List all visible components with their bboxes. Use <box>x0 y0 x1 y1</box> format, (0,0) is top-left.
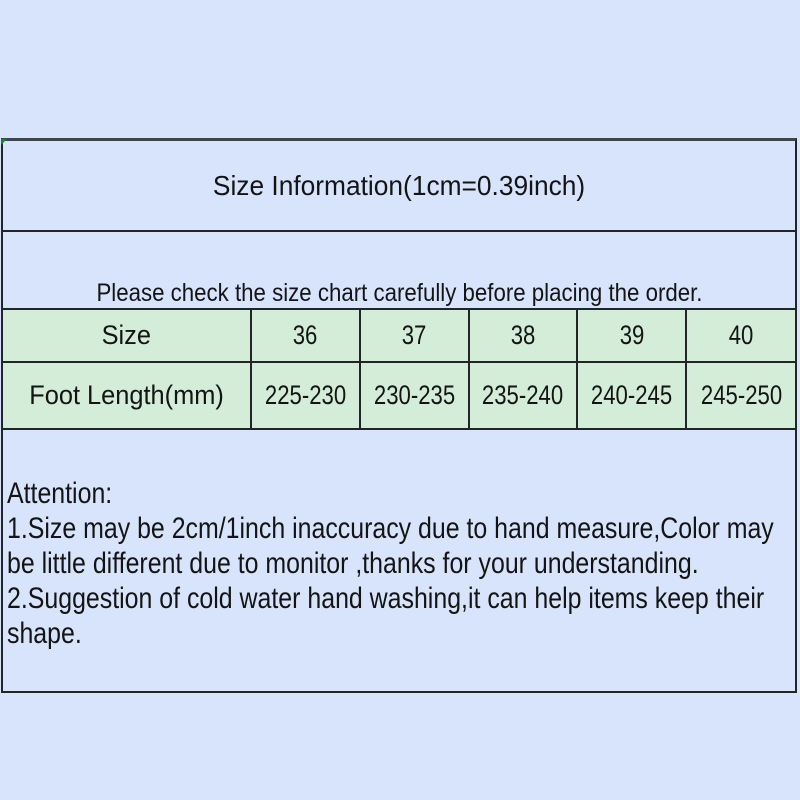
foot-length-label: Foot Length(mm) <box>29 380 224 410</box>
size-value-cell: 39 <box>576 309 687 362</box>
size-table: Size 36 37 38 39 40 Foot Length(mm) 225-230 2… <box>3 308 795 428</box>
size-value-cell-text: 40 <box>728 320 754 350</box>
size-value-cell-text: 38 <box>510 320 536 350</box>
foot-length-value-cell: 230-235 <box>358 361 469 428</box>
foot-length-value-cell: 235-240 <box>467 361 578 428</box>
size-value-cell: 40 <box>685 309 795 362</box>
attention-line: 2.Suggestion of cold water hand washing,… <box>7 581 787 616</box>
size-info-panel: Size Information(1cm=0.39inch) Please ch… <box>1 138 797 693</box>
foot-length-label-cell: Foot Length(mm) <box>3 361 251 428</box>
attention-heading-line: Attention: <box>7 476 787 511</box>
attention-line: be little different due to monitor ,than… <box>7 546 787 581</box>
attention-line-text: be little different due to monitor ,than… <box>7 547 699 580</box>
page-title: Size Information(1cm=0.39inch) <box>212 169 586 201</box>
size-value-cell: 36 <box>250 309 360 362</box>
attention-line: 1.Size may be 2cm/1inch inaccuracy due t… <box>7 511 787 546</box>
foot-length-value-cell-text: 235-240 <box>482 380 564 410</box>
foot-length-value-cell: 225-230 <box>250 361 360 428</box>
attention-line-text: shape. <box>7 617 82 650</box>
panel-header: Size Information(1cm=0.39inch) <box>3 141 795 230</box>
notice-text: Please check the size chart carefully be… <box>95 279 703 307</box>
notice-row: Please check the size chart carefully be… <box>3 230 795 308</box>
size-row: Size 36 37 38 39 40 <box>3 309 795 362</box>
size-value-cell: 37 <box>358 309 469 362</box>
foot-length-value-cell-text: 225-230 <box>264 380 347 410</box>
size-value-cell-text: 39 <box>619 320 645 350</box>
attention-line: shape. <box>7 616 787 651</box>
attention-section: Attention: 1.Size may be 2cm/1inch inacc… <box>3 428 795 688</box>
size-label-cell: Size <box>3 309 251 362</box>
foot-length-value-cell-text: 245-250 <box>700 380 782 410</box>
attention-line-text: 2.Suggestion of cold water hand washing,… <box>7 582 765 615</box>
size-value-cell-text: 37 <box>401 320 427 350</box>
foot-length-value-cell: 245-250 <box>685 361 795 428</box>
attention-lines: 1.Size may be 2cm/1inch inaccuracy due t… <box>7 511 787 651</box>
corner-artifact-green <box>1 139 7 145</box>
attention-line-text: 1.Size may be 2cm/1inch inaccuracy due t… <box>7 512 774 545</box>
foot-length-value-cell-text: 240-245 <box>591 380 673 410</box>
foot-length-value-cell-text: 230-235 <box>373 380 455 410</box>
size-table-body: Size 36 37 38 39 40 Foot Length(mm) 225-230 2… <box>3 309 795 428</box>
foot-length-row: Foot Length(mm) 225-230 230-235 235-240 240… <box>3 361 795 428</box>
size-label: Size <box>101 320 152 350</box>
size-value-cell: 38 <box>467 309 578 362</box>
size-value-cell-text: 36 <box>293 320 318 350</box>
attention-heading: Attention: <box>7 477 113 510</box>
foot-length-value-cell: 240-245 <box>576 361 687 428</box>
